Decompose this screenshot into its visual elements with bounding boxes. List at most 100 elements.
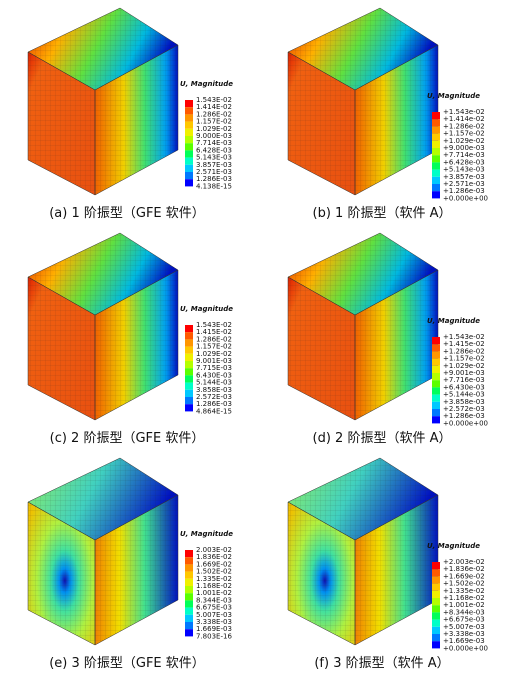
legend-label: 9.000E-03 xyxy=(196,132,232,140)
legend-label: 3.338E-03 xyxy=(196,618,232,626)
legend-label: +5.143e-03 xyxy=(443,166,485,174)
legend-swatch xyxy=(185,622,193,630)
legend-swatch xyxy=(432,184,440,192)
legend-label: +9.001e-03 xyxy=(443,369,485,377)
legend-swatch xyxy=(432,416,440,424)
legend-swatch xyxy=(185,157,193,165)
legend-label: 7.803E-16 xyxy=(196,632,232,640)
caption: (f) 3 阶振型（软件 A） xyxy=(314,656,449,671)
cube xyxy=(287,457,439,646)
legend-label: 5.007E-03 xyxy=(196,611,232,619)
legend-swatch xyxy=(432,598,440,606)
legend-label: +5.007e-03 xyxy=(443,623,485,631)
legend-label: +1.286e-02 xyxy=(443,122,485,130)
legend-label: +1.543e-02 xyxy=(443,333,485,341)
legend-label: +1.286e-02 xyxy=(443,347,485,355)
legend-swatch xyxy=(432,344,440,352)
legend-swatch xyxy=(185,339,193,347)
legend-swatch xyxy=(432,380,440,388)
legend-label: 6.428E-03 xyxy=(196,146,232,154)
legend-swatch xyxy=(185,143,193,151)
panel: U, Magnitude1.543E-021.414E-021.286E-021… xyxy=(27,7,233,221)
caption: (a) 1 阶振型（GFE 软件） xyxy=(49,206,205,221)
legend-swatch xyxy=(185,571,193,579)
legend-swatch xyxy=(185,361,193,369)
legend-swatch xyxy=(185,136,193,144)
legend-label: +5.144e-03 xyxy=(443,391,485,399)
legend-swatch xyxy=(432,569,440,577)
legend-swatch xyxy=(185,353,193,361)
legend-label: +1.335e-02 xyxy=(443,587,485,595)
legend-label: 2.003E-02 xyxy=(196,546,232,554)
legend-title: U, Magnitude xyxy=(427,317,480,325)
legend-swatch xyxy=(432,409,440,417)
legend-swatch xyxy=(432,590,440,598)
legend-label: 7.714E-03 xyxy=(196,139,232,147)
panel: U, Magnitude2.003E-021.836E-021.669E-021… xyxy=(27,457,233,671)
legend-swatch xyxy=(432,169,440,177)
legend-swatch xyxy=(432,619,440,627)
legend-swatch xyxy=(185,389,193,397)
legend-label: 1.029E-02 xyxy=(196,350,232,358)
legend-label: +9.000e-03 xyxy=(443,144,485,152)
legend-label: +3.857e-03 xyxy=(443,173,485,181)
legend-label: +1.157e-02 xyxy=(443,130,485,138)
legend-swatch xyxy=(432,562,440,570)
legend-swatch xyxy=(432,387,440,395)
legend-label: +1.157e-02 xyxy=(443,355,485,363)
legend-label: 1.502E-02 xyxy=(196,568,232,576)
legend-swatch xyxy=(432,191,440,199)
legend-label: 1.157E-02 xyxy=(196,343,232,351)
legend-label: 8.344E-03 xyxy=(196,596,232,604)
legend-label: 1.168E-02 xyxy=(196,582,232,590)
legend-label: +0.000e+00 xyxy=(443,194,488,202)
legend-label: 1.157E-02 xyxy=(196,118,232,126)
legend-label: +6.675e-03 xyxy=(443,616,485,624)
legend-swatch xyxy=(185,600,193,608)
legend-label: 6.430E-03 xyxy=(196,371,232,379)
legend-swatch xyxy=(432,155,440,163)
legend-label: +6.430e-03 xyxy=(443,383,485,391)
legend-swatch xyxy=(185,172,193,180)
legend-swatch xyxy=(432,634,440,642)
legend-label: +2.003e-02 xyxy=(443,558,485,566)
legend-swatch xyxy=(185,593,193,601)
legend-swatch xyxy=(432,605,440,613)
legend-swatch xyxy=(432,351,440,359)
legend-swatch xyxy=(185,404,193,412)
legend-label: 1.669E-02 xyxy=(196,560,232,568)
legend-label: +1.836e-02 xyxy=(443,565,485,573)
legend-label: 5.143E-03 xyxy=(196,154,232,162)
cube xyxy=(27,7,179,196)
legend-swatch xyxy=(432,119,440,127)
legend-swatch xyxy=(185,121,193,129)
legend-swatch xyxy=(185,382,193,390)
legend-swatch xyxy=(432,583,440,591)
legend-label: 2.571E-03 xyxy=(196,168,232,176)
legend-swatch xyxy=(185,607,193,615)
cube xyxy=(27,457,179,646)
legend-label: 1.836E-02 xyxy=(196,553,232,561)
legend-label: +7.716e-03 xyxy=(443,376,485,384)
legend-label: +6.428e-03 xyxy=(443,158,485,166)
legend-label: 1.001E-02 xyxy=(196,589,232,597)
mesh xyxy=(94,44,179,196)
legend-swatch xyxy=(185,614,193,622)
legend-label: 1.414E-02 xyxy=(196,103,232,111)
legend-label: 3.857E-03 xyxy=(196,161,232,169)
legend-swatch xyxy=(432,133,440,141)
legend-label: 3.858E-03 xyxy=(196,386,232,394)
legend-label: +0.000e+00 xyxy=(443,644,488,652)
legend-swatch xyxy=(185,332,193,340)
legend-label: +1.168e-02 xyxy=(443,594,485,602)
legend-swatch xyxy=(185,557,193,565)
legend-label: +8.344e-03 xyxy=(443,608,485,616)
legend-label: 1.669E-03 xyxy=(196,625,232,633)
legend-swatch xyxy=(185,368,193,376)
legend-swatch xyxy=(185,375,193,383)
caption: (c) 2 阶振型（GFE 软件） xyxy=(50,431,205,446)
panel: U, Magnitude+1.543e-02+1.414e-02+1.286e-… xyxy=(287,7,488,221)
legend-label: +0.000e+00 xyxy=(443,419,488,427)
legend-title: U, Magnitude xyxy=(180,530,233,538)
